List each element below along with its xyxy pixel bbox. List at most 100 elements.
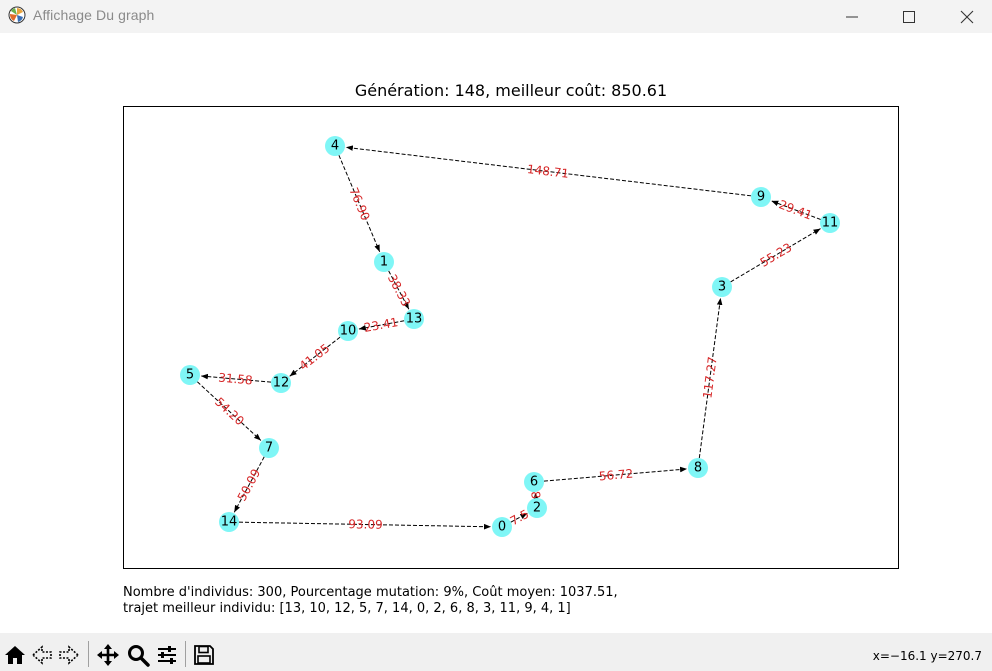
edge-5-7 [197,381,262,441]
edge-label-14-0: 93.09 [348,517,383,532]
edge-11-9 [771,200,821,220]
node-4: 4 [325,136,345,156]
cursor-coordinates: x=−16.1 y=270.7 [872,649,982,663]
node-circle-9 [751,187,771,207]
edge-0-2 [510,512,528,523]
node-label-13: 13 [406,312,423,327]
node-label-7: 7 [265,441,273,456]
minimize-button[interactable] [829,0,875,33]
node-6: 6 [524,472,544,492]
node-3: 3 [712,277,732,297]
edge-label-13-10: 23.41 [363,315,399,335]
node-circle-2 [527,498,547,518]
window-title: Affichage Du graph [33,7,155,23]
edge-label-7-14: 50.09 [235,467,264,504]
maximize-icon [903,11,915,23]
node-label-6: 6 [530,475,538,490]
node-circle-3 [712,277,732,297]
node-circle-6 [524,472,544,492]
node-circle-11 [820,213,840,233]
node-circle-0 [492,517,512,537]
edge-label-8-3: 117.27 [700,356,719,399]
node-label-9: 9 [757,190,765,205]
zoom-icon[interactable] [126,643,150,667]
edge-14-0 [238,521,492,530]
edge-label-1-13: 38.33 [385,272,413,309]
node-13: 13 [404,309,424,329]
edge-label-12-5: 31.58 [218,371,253,388]
node-11: 11 [820,213,840,233]
home-icon[interactable] [3,643,27,667]
node-0: 0 [492,517,512,537]
node-label-1: 1 [380,255,388,270]
matplotlib-logo-icon [8,6,26,24]
close-button[interactable] [944,0,990,33]
node-circle-12 [271,373,291,393]
edge-label-6-8: 56.72 [598,467,633,484]
toolbar-separator [185,641,186,667]
run-info: Nombre d'individus: 300, Pourcentage mut… [123,585,618,617]
navigation-toolbar [0,633,992,671]
back-icon[interactable] [30,643,54,667]
minimize-icon [846,16,858,18]
edge-label-2-6: 8 [528,490,543,499]
edge-3-11 [730,228,821,283]
node-10: 10 [338,321,358,341]
forward-icon[interactable] [57,643,81,667]
edges-layer [197,145,821,530]
node-circle-5 [180,365,200,385]
node-5: 5 [180,365,200,385]
toolbar-separator [88,641,89,667]
node-label-11: 11 [822,216,839,231]
node-circle-10 [338,321,358,341]
close-icon [960,10,974,24]
save-icon[interactable] [192,643,216,667]
node-label-10: 10 [340,324,357,339]
edge-8-3 [698,297,723,459]
node-14: 14 [219,512,239,532]
node-label-14: 14 [221,515,238,530]
node-circle-14 [219,512,239,532]
node-label-2: 2 [533,501,541,516]
edge-10-12 [289,336,341,377]
node-circle-4 [325,136,345,156]
configure-subplots-icon[interactable] [155,643,179,667]
node-label-12: 12 [273,376,290,391]
edge-9-4 [345,145,752,197]
node-circle-1 [374,252,394,272]
edge-2-6 [533,492,539,501]
node-8: 8 [688,458,708,478]
pan-icon[interactable] [96,643,120,667]
node-circle-7 [259,438,279,458]
node-label-4: 4 [331,139,339,154]
edge-label-3-11: 55.23 [758,240,795,270]
plot-title: Génération: 148, meilleur coût: 850.61 [354,81,668,100]
window-titlebar: Affichage Du graph [0,0,992,33]
edge-label-10-12: 41.05 [297,341,333,373]
node-circle-13 [404,309,424,329]
node-2: 2 [527,498,547,518]
node-12: 12 [271,373,291,393]
edge-label-5-7: 54.20 [212,395,247,429]
edge-label-9-4: 148.71 [526,162,569,181]
edge-1-13 [388,270,410,310]
edge-4-1 [338,155,381,253]
node-label-8: 8 [694,461,702,476]
node-1: 1 [374,252,394,272]
edge-7-14 [233,456,265,513]
node-label-3: 3 [718,280,726,295]
maximize-button[interactable] [886,0,932,33]
node-7: 7 [259,438,279,458]
edge-13-10 [358,320,405,331]
edge-label-4-1: 76.90 [346,185,372,222]
node-label-0: 0 [498,520,506,535]
axes-frame [123,106,899,569]
edge-label-11-9: 29.41 [777,197,814,222]
node-9: 9 [751,187,771,207]
node-label-5: 5 [186,368,194,383]
node-circle-8 [688,458,708,478]
run-info-line2: trajet meilleur individu: [13, 10, 12, 5… [123,601,571,616]
